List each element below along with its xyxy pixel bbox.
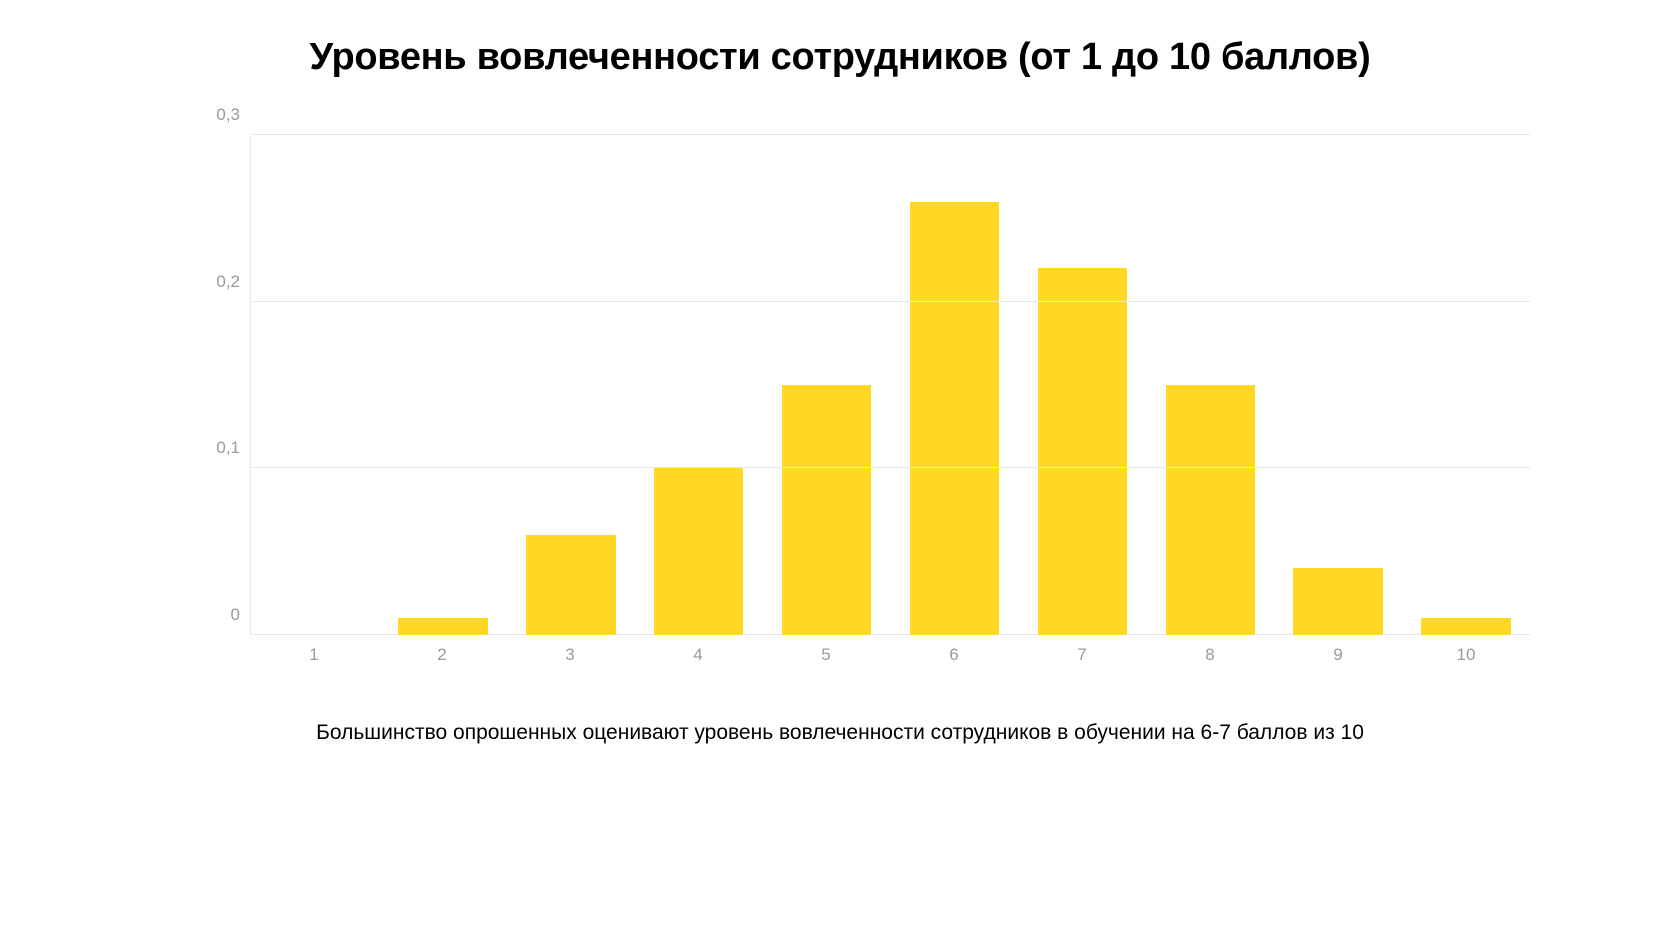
x-axis-labels: 12345678910: [250, 635, 1530, 675]
x-axis-label: 10: [1402, 645, 1530, 665]
x-axis-label: 4: [634, 645, 762, 665]
bar-slot: [763, 135, 891, 635]
x-axis-label: 6: [890, 645, 1018, 665]
y-axis-label: 0,2: [216, 272, 240, 292]
x-axis-label: 5: [762, 645, 890, 665]
bar-slot: [1274, 135, 1402, 635]
y-axis-label: 0,3: [216, 105, 240, 125]
bar: [398, 618, 488, 635]
chart-caption: Большинство опрошенных оценивают уровень…: [316, 721, 1364, 745]
bar: [1038, 268, 1128, 635]
bar-slot: [507, 135, 635, 635]
gridline: [251, 134, 1530, 135]
bar: [782, 385, 872, 635]
bar-slot: [635, 135, 763, 635]
gridline: [251, 467, 1530, 468]
bar-slot: [1146, 135, 1274, 635]
x-axis-label: 1: [250, 645, 378, 665]
bar-slot: [379, 135, 507, 635]
bar-slot: [891, 135, 1019, 635]
gridline: [251, 301, 1530, 302]
x-axis-label: 3: [506, 645, 634, 665]
bars-container: [251, 135, 1530, 635]
x-axis-label: 2: [378, 645, 506, 665]
bar-slot: [1402, 135, 1530, 635]
x-axis-label: 9: [1274, 645, 1402, 665]
plot-area: [250, 135, 1530, 635]
bar: [526, 535, 616, 635]
bar: [654, 468, 744, 635]
chart-title: Уровень вовлеченности сотрудников (от 1 …: [310, 36, 1371, 79]
bar-slot: [251, 135, 379, 635]
bar: [910, 202, 1000, 635]
chart-page: Уровень вовлеченности сотрудников (от 1 …: [0, 0, 1680, 945]
bar: [1293, 568, 1383, 635]
x-axis-label: 8: [1146, 645, 1274, 665]
y-axis-label: 0,1: [216, 438, 240, 458]
chart-area: 12345678910 00,10,20,3: [190, 135, 1530, 675]
bar: [1166, 385, 1256, 635]
bar: [1421, 618, 1511, 635]
y-axis-label: 0: [231, 605, 240, 625]
x-axis-label: 7: [1018, 645, 1146, 665]
bar-slot: [1018, 135, 1146, 635]
